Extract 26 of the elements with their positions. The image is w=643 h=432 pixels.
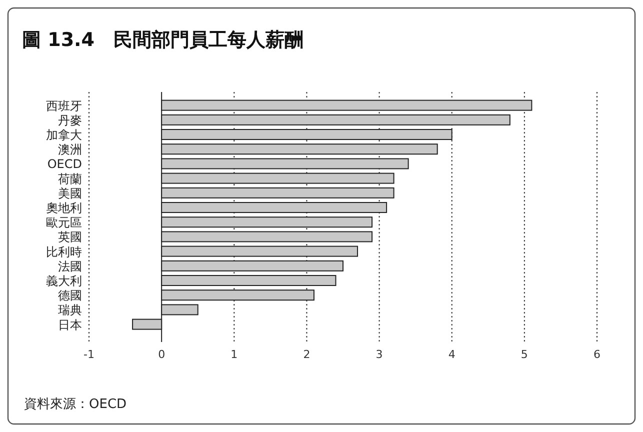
x-tick-label: 5 bbox=[520, 348, 528, 361]
x-tick-label: 3 bbox=[376, 348, 383, 361]
y-tick-label: 澳洲 bbox=[58, 142, 82, 157]
y-tick-label: OECD bbox=[47, 157, 82, 172]
source-note: 資料來源：OECD bbox=[24, 397, 127, 412]
y-tick-label: 德國 bbox=[58, 288, 82, 303]
y-tick-label: 日本 bbox=[58, 318, 82, 332]
y-tick-label: 荷蘭 bbox=[58, 172, 82, 186]
x-tick-label: 0 bbox=[158, 348, 166, 361]
y-tick-label: 丹麥 bbox=[58, 113, 82, 128]
x-tick-label: 6 bbox=[594, 348, 600, 361]
y-tick-label: 歐元區 bbox=[46, 216, 82, 230]
y-tick-label: 奧地利 bbox=[46, 201, 82, 215]
y-tick-label: 義大利 bbox=[46, 274, 82, 288]
y-tick-label: 加拿大 bbox=[46, 128, 82, 142]
y-tick-label: 美國 bbox=[58, 186, 82, 200]
x-tick-label: 4 bbox=[448, 348, 456, 361]
y-tick-label: 西班牙 bbox=[46, 98, 82, 113]
y-tick-label: 英國 bbox=[58, 230, 82, 244]
y-tick-label: 法國 bbox=[58, 259, 82, 274]
x-tick-label: 2 bbox=[303, 348, 310, 361]
chart-title: 圖 13.4 民間部門員工每人薪酬 bbox=[22, 29, 304, 51]
y-tick-label: 比利時 bbox=[46, 244, 82, 259]
x-tick-label: 1 bbox=[230, 348, 238, 361]
x-tick-label: -1 bbox=[84, 348, 94, 361]
y-tick-label: 瑞典 bbox=[58, 303, 82, 318]
